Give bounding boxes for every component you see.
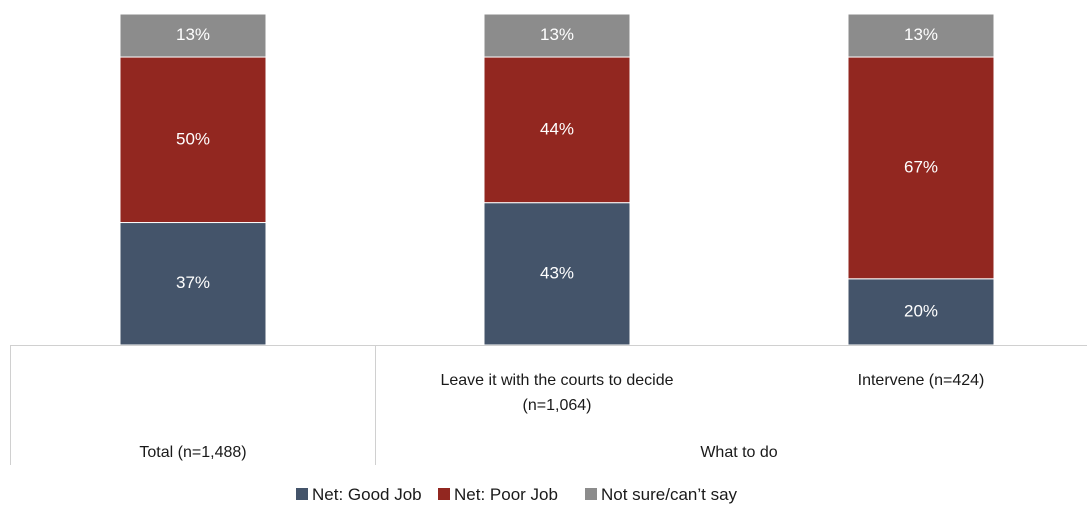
legend-swatch-not-sure-can-t-say (585, 488, 597, 500)
legend: Net: Good Job Net: Poor Job Not sure/can’t… (296, 485, 738, 504)
data-label-net-poor-job-2: 44% (540, 119, 574, 138)
data-label-not-sure-can-t-say-2: 13% (540, 25, 574, 44)
bar-not-sure-can-t-say-1 (119, 13, 267, 58)
bar-net-good-job-2 (483, 202, 631, 346)
category-label: Intervene (n=424) (858, 372, 985, 389)
bar-not-sure-can-t-say-3 (847, 13, 995, 58)
category-axis: Total (n=1,488) Leave it with the courts … (10, 345, 1087, 465)
data-label-net-good-job-1: 37% (176, 273, 210, 292)
data-label-net-good-job-3: 20% (904, 301, 938, 320)
data-label-not-sure-can-t-say-3: 13% (904, 25, 938, 44)
legend-swatch-net-poor-job (438, 488, 450, 500)
legend-label-net-poor-job: Net: Poor Job (454, 485, 558, 504)
category-label: (n=1,064) (523, 397, 592, 414)
legend-label-net-good-job: Net: Good Job (312, 485, 422, 504)
data-label-net-good-job-2: 43% (540, 263, 574, 282)
group-label: What to do (700, 444, 777, 461)
bar-net-poor-job-3 (847, 56, 995, 280)
bars-layer: 37% 50% 13% 43% 44% 13% 20% 67% 13% (119, 13, 995, 346)
bar-net-poor-job-2 (483, 56, 631, 204)
legend-swatch-net-good-job (296, 488, 308, 500)
category-label: Leave it with the courts to decide (440, 372, 673, 389)
category-label: Total (n=1,488) (139, 444, 246, 461)
bar-not-sure-can-t-say-2 (483, 13, 631, 58)
bar-net-poor-job-1 (119, 56, 267, 224)
data-label-net-poor-job-1: 50% (176, 129, 210, 148)
bar-net-good-job-1 (119, 222, 267, 346)
data-label-net-poor-job-3: 67% (904, 157, 938, 176)
legend-label-not-sure-can-t-say: Not sure/can’t say (601, 485, 738, 504)
data-label-not-sure-can-t-say-1: 13% (176, 25, 210, 44)
